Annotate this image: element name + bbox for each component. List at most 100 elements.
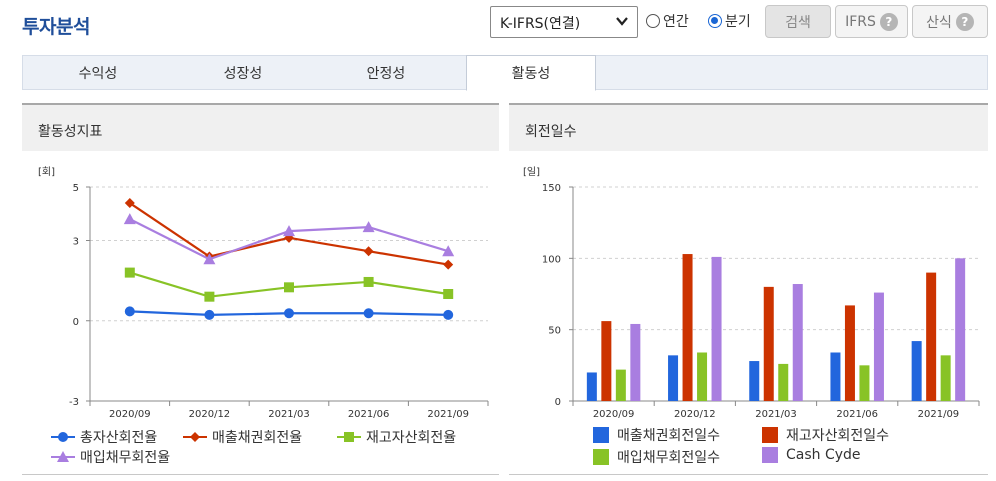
y-unit-label: [회]	[38, 166, 55, 178]
analysis-tab-bar: 수익성 성장성 안정성 활동성	[22, 55, 988, 91]
y-tick-label: 0	[73, 317, 79, 328]
legend-swatch	[762, 427, 778, 443]
legend-item: 재고자산회전율	[336, 427, 456, 447]
bar	[711, 256, 722, 401]
data-point	[204, 291, 215, 302]
legend-label: 매입채무회전일수	[617, 450, 721, 466]
legend-item: 매출채권회전일수	[593, 425, 720, 445]
legend-item: 매출채권회전율	[182, 427, 302, 447]
turnover-days-panel: 회전일수 [일] 150 100 50 0 2020/09 2020/12 2021/03 20…	[509, 103, 988, 475]
y-tick-label: 0	[555, 397, 561, 408]
y-tick-label: 100	[542, 254, 561, 265]
bar	[615, 369, 626, 401]
x-tick-label: 2020/09	[593, 409, 635, 420]
legend-label: 매입채무회전율	[80, 450, 171, 466]
legend-swatch	[593, 449, 609, 465]
bar	[844, 305, 855, 401]
legend-symbol	[57, 451, 69, 462]
legend-marker	[51, 451, 75, 462]
tab-growth[interactable]: 성장성	[223, 66, 263, 82]
bar	[911, 341, 922, 401]
bar	[940, 355, 951, 401]
data-point	[284, 308, 294, 319]
x-tick-label: 2021/03	[268, 409, 310, 420]
formula-button-label: 산식	[926, 14, 952, 31]
data-point	[284, 282, 294, 293]
legend-item: 매입채무회전율	[50, 447, 170, 467]
tab-activity[interactable]: 활동성	[466, 55, 596, 91]
data-point	[442, 245, 455, 257]
radio-annual-option[interactable]: 연간	[646, 11, 689, 31]
legend-marker	[51, 432, 75, 442]
activity-indicator-title: 활동성지표	[22, 103, 499, 151]
formula-help-button[interactable]: 산식 ?	[912, 5, 988, 38]
ifrs-button-label: IFRS	[845, 13, 876, 30]
legend-label: 재고자산회전율	[366, 430, 457, 446]
y-tick-label: 5	[73, 183, 79, 194]
chevron-down-icon	[616, 17, 628, 26]
data-point	[363, 246, 374, 257]
header-bar: 투자분석 K-IFRS(연결) 연간 분기 검색 IFRS ? 산식 ?	[0, 0, 996, 44]
legend-item: 매입채무회전일수	[593, 447, 720, 467]
activity-line-chart: [회] 5 3 0 -3 2020/09 2020/12 2021/03 2021/06 2021…	[38, 166, 489, 420]
legend-label: 재고자산회전일수	[786, 428, 890, 444]
x-tick-label: 2021/03	[755, 409, 797, 420]
tab-stability[interactable]: 안정성	[366, 66, 406, 82]
x-tick-label: 2020/12	[674, 409, 716, 420]
x-tick-label: 2021/06	[348, 409, 390, 420]
panel-divider	[509, 474, 988, 475]
data-point	[363, 308, 374, 319]
select-value: K-IFRS(연결)	[500, 16, 581, 32]
question-icon: ?	[955, 12, 974, 31]
data-point	[203, 253, 216, 265]
legend-label: Cash Cyde	[786, 447, 861, 463]
radio-quarter-option[interactable]: 분기	[708, 11, 751, 31]
tab-profitability[interactable]: 수익성	[78, 66, 118, 82]
page-title: 투자분석	[22, 16, 90, 38]
legend-swatch	[593, 427, 609, 443]
bar	[778, 363, 789, 401]
question-icon: ?	[879, 12, 898, 31]
legend-label: 매출채권회전일수	[617, 428, 721, 444]
legend-symbol	[344, 432, 354, 442]
search-button[interactable]: 검색	[765, 5, 831, 38]
legend-label: 매출채권회전율	[212, 430, 303, 446]
bar	[668, 355, 679, 401]
search-button-label: 검색	[785, 14, 811, 31]
y-unit-label: [일]	[523, 166, 540, 178]
data-point	[443, 309, 454, 320]
legend-item: Cash Cyde	[762, 447, 861, 463]
data-point	[443, 289, 454, 299]
bar	[873, 292, 884, 401]
data-point	[443, 259, 454, 270]
legend-marker	[183, 432, 207, 442]
data-point	[124, 267, 135, 278]
data-point	[124, 306, 135, 317]
y-tick-label: -3	[69, 397, 79, 408]
x-tick-label: 2021/09	[918, 409, 960, 420]
accounting-standard-select[interactable]: K-IFRS(연결)	[490, 6, 638, 38]
bar	[601, 321, 612, 401]
x-tick-label: 2021/09	[427, 409, 469, 420]
bar	[792, 284, 803, 401]
bar	[763, 286, 774, 401]
bar	[749, 361, 760, 401]
bar	[955, 258, 966, 401]
y-tick-label: 150	[542, 183, 561, 194]
data-point	[363, 276, 374, 287]
x-tick-label: 2020/12	[189, 409, 231, 420]
legend-marker	[337, 432, 361, 442]
radio-annual[interactable]	[646, 14, 660, 28]
radio-quarter[interactable]	[708, 14, 722, 28]
legend-label: 총자산회전율	[80, 430, 158, 446]
ifrs-help-button[interactable]: IFRS ?	[835, 5, 908, 38]
data-point	[204, 309, 215, 320]
bar	[630, 323, 641, 401]
legend-symbol	[58, 432, 68, 442]
data-point	[362, 221, 375, 233]
radio-quarter-label: 분기	[725, 14, 751, 30]
activity-indicator-panel: 활동성지표 [회] 5 3 0 -3 2020/09 2020/12 2021/03 2021/…	[22, 103, 499, 475]
legend-item: 재고자산회전일수	[762, 425, 889, 445]
data-point	[123, 213, 136, 225]
